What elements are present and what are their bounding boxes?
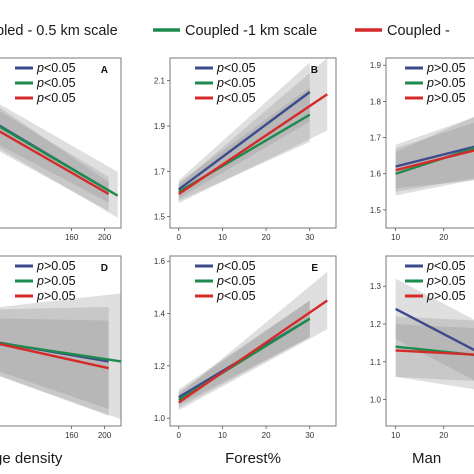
x-tick-label-E-2: 20 — [262, 431, 271, 440]
y-tick-label-C-1: 1.6 — [370, 170, 382, 179]
panel-letter-E: E — [311, 263, 318, 274]
ci-band-D-2 — [0, 318, 109, 409]
x-tick-label-F-0: 10 — [391, 431, 400, 440]
panel-A: 0160200p<0.05p<0.05p<0.05A — [0, 57, 122, 242]
y-tick-label-C-0: 1.5 — [370, 206, 382, 215]
x-tick-label-E-1: 10 — [218, 431, 227, 440]
y-tick-label-E-3: 1.6 — [154, 257, 166, 266]
panel-E: 1.01.21.41.60 10 20 30p<0.05p<0.05p<0.05E — [154, 255, 337, 440]
panel-frame-E — [169, 255, 337, 427]
x-tick-label-B-0: 0 — [177, 233, 182, 242]
ci-band-A-2 — [0, 111, 109, 211]
legend-label-0: pled - 0.5 km scale — [0, 23, 118, 39]
panel-frame-C — [385, 57, 474, 229]
panel-D: 0160200p>0.05p>0.05p>0.05D — [0, 255, 122, 440]
y-tick-label-B-2: 1.9 — [154, 122, 166, 131]
ci-band-B-2 — [178, 58, 328, 204]
x-tick-label-E-3: 30 — [305, 431, 314, 440]
legend-label-1: Coupled -1 km scale — [185, 23, 317, 39]
y-tick-label-F-0: 1.0 — [370, 396, 382, 405]
panel-letter-B: B — [311, 65, 318, 76]
series-line-B-2 — [178, 93, 328, 195]
pvalue-label-A-1: p<0.05 — [36, 76, 76, 90]
panel-C: 1.51.61.71.81.9102030p>0.05p>0.05p>0.05C — [370, 57, 474, 242]
pvalue-label-B-1: p<0.05 — [216, 76, 256, 90]
series-line-C-2 — [395, 149, 474, 172]
series-line-D-2 — [0, 342, 109, 370]
pvalue-label-C-0: p>0.05 — [426, 61, 466, 75]
x-axis-labels: ge density Forest% Man — [0, 450, 441, 467]
y-tick-label-F-1: 1.1 — [370, 358, 382, 367]
x-tick-label-D-1: 160 — [65, 431, 79, 440]
y-tick-label-F-3: 1.3 — [370, 282, 382, 291]
y-tick-label-C-4: 1.9 — [370, 61, 382, 70]
y-tick-label-B-3: 2.1 — [154, 77, 166, 86]
x-axis-label-0: ge density — [0, 450, 63, 467]
y-tick-label-C-3: 1.8 — [370, 97, 382, 106]
series-line-B-0 — [178, 91, 311, 191]
x-axis-label-1: Forest% — [225, 450, 281, 467]
y-tick-label-C-2: 1.7 — [370, 134, 382, 143]
panel-frame-D — [0, 255, 122, 427]
y-tick-label-F-2: 1.2 — [370, 320, 382, 329]
pvalue-label-A-0: p<0.05 — [36, 61, 76, 75]
x-axis-label-2: Man — [412, 450, 441, 467]
pvalue-label-E-2: p<0.05 — [216, 289, 256, 303]
pvalue-label-E-0: p<0.05 — [216, 259, 256, 273]
panel-letter-D: D — [101, 263, 108, 274]
series-line-E-2 — [178, 299, 328, 404]
y-tick-label-E-2: 1.4 — [154, 310, 166, 319]
x-tick-label-A-2: 200 — [98, 233, 112, 242]
ci-band-C-0 — [395, 117, 474, 189]
x-tick-label-B-2: 20 — [262, 233, 271, 242]
ci-band-D-0 — [0, 307, 109, 416]
pvalue-label-F-2: p>0.05 — [426, 289, 466, 303]
series-line-C-0 — [395, 145, 474, 168]
panel-F: 1.01.11.21.3102030p<0.05p>0.05p>0.05F — [370, 255, 474, 440]
series-line-C-1 — [395, 146, 474, 175]
y-tick-label-E-0: 1.0 — [154, 414, 166, 423]
panel-letter-A: A — [101, 65, 108, 76]
pvalue-label-B-0: p<0.05 — [216, 61, 256, 75]
pvalue-label-E-1: p<0.05 — [216, 274, 256, 288]
pvalue-label-D-0: p>0.05 — [36, 259, 76, 273]
pvalue-label-B-2: p<0.05 — [216, 91, 256, 105]
series-line-D-1 — [0, 342, 122, 363]
legend-label-2: Coupled - — [387, 23, 450, 39]
y-tick-label-B-1: 1.7 — [154, 167, 166, 176]
pvalue-label-C-1: p>0.05 — [426, 76, 466, 90]
series-line-F-0 — [395, 307, 474, 352]
y-tick-label-B-0: 1.5 — [154, 213, 166, 222]
pvalue-label-C-2: p>0.05 — [426, 91, 466, 105]
x-tick-label-D-2: 200 — [98, 431, 112, 440]
x-tick-label-A-1: 160 — [65, 233, 79, 242]
panel-B: 1.51.71.92.10 10 20 30p<0.05p<0.05p<0.05B — [154, 57, 337, 242]
x-tick-label-F-1: 20 — [439, 431, 448, 440]
x-tick-label-C-1: 20 — [439, 233, 448, 242]
panels: 0160200p<0.05p<0.05p<0.05A1.51.71.92.101… — [0, 57, 474, 440]
x-tick-label-C-0: 10 — [391, 233, 400, 242]
pvalue-label-D-1: p>0.05 — [36, 274, 76, 288]
x-tick-label-B-1: 10 — [218, 233, 227, 242]
pvalue-label-D-2: p>0.05 — [36, 289, 76, 303]
pvalue-label-F-0: p<0.05 — [426, 259, 466, 273]
pvalue-label-A-2: p<0.05 — [36, 91, 76, 105]
pvalue-label-F-1: p>0.05 — [426, 274, 466, 288]
series-line-A-2 — [0, 130, 110, 196]
series-line-F-2 — [395, 349, 474, 356]
legend: pled - 0.5 km scale Coupled -1 km scale Co… — [0, 23, 450, 39]
x-tick-label-B-3: 30 — [305, 233, 314, 242]
series-line-A-1 — [0, 125, 119, 197]
x-tick-label-E-0: 0 — [177, 431, 182, 440]
y-tick-label-E-1: 1.2 — [154, 362, 166, 371]
